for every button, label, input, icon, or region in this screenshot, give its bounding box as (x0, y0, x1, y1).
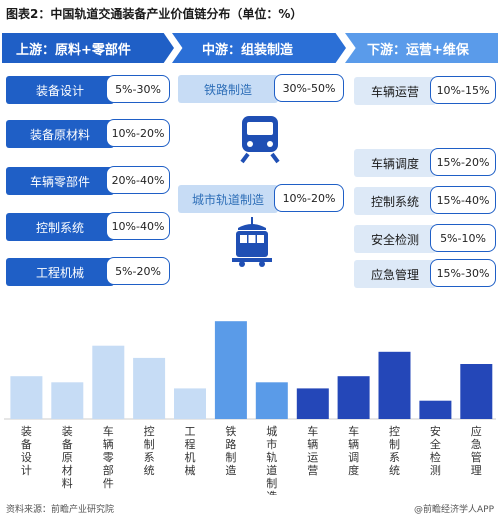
tram-icon (232, 217, 272, 267)
bar-0 (10, 376, 43, 419)
train-front-icon (240, 116, 280, 164)
item-label: 铁路制造 (178, 75, 278, 103)
tick-label-9: 控制系统 (389, 424, 400, 477)
tick-label-2: 车辆零部件 (103, 424, 114, 490)
bar-6 (255, 382, 288, 419)
item-value: 10%-40% (106, 212, 170, 240)
bar-2 (92, 345, 125, 419)
tick-label-8: 车辆调度 (348, 424, 359, 477)
item-value: 10%-15% (430, 76, 496, 104)
item-label: 应急管理 (354, 260, 436, 288)
brand-credit: @前瞻经济学人APP (413, 505, 494, 515)
tick-label-4: 工程机械 (185, 425, 196, 477)
item-value: 5%-20% (106, 257, 170, 285)
item-label: 装备原材料 (6, 120, 114, 148)
bar-7 (296, 388, 329, 419)
tick-label-7: 车辆运营 (307, 424, 318, 477)
bar-3 (133, 357, 166, 419)
item-value: 15%-40% (430, 186, 496, 214)
item-value: 15%-30% (430, 259, 496, 287)
tick-label-11: 应急管理 (471, 424, 482, 477)
bar-11 (460, 364, 493, 419)
bar-10 (419, 400, 452, 419)
item-value: 5%-10% (430, 224, 496, 252)
tick-label-6: 城市轨道制造 (266, 425, 277, 495)
item-value: 5%-30% (106, 75, 170, 103)
bar-8 (337, 376, 370, 419)
item-label: 城市轨道制造 (178, 185, 278, 213)
item-label: 工程机械 (6, 258, 114, 286)
bar-9 (378, 351, 411, 419)
stage-upstream: 上游：原料+零部件 (2, 33, 174, 63)
item-value: 30%-50% (274, 74, 344, 102)
item-value: 10%-20% (106, 119, 170, 147)
item-label: 安全检测 (354, 225, 436, 253)
tick-label-0: 装备设计 (21, 425, 32, 477)
item-value: 10%-20% (274, 184, 344, 212)
bar-4 (174, 388, 206, 419)
tick-label-10: 安全检测 (430, 424, 441, 477)
stage-midstream: 中游：组装制造 (172, 33, 346, 63)
item-label: 车辆运营 (354, 77, 436, 105)
item-value: 20%-40% (106, 166, 170, 194)
source-note: 资料来源：前瞻产业研究院 (6, 505, 115, 515)
item-label: 控制系统 (354, 187, 436, 215)
item-label: 装备设计 (6, 76, 114, 104)
bar-5 (214, 321, 247, 419)
bar-chart: 装备设计 装备原材料 车辆零部件 控制系统 工程机械 铁路制造 城市轨道制造 车辆运营 车辆调度… (4, 321, 496, 495)
item-label: 控制系统 (6, 213, 114, 241)
item-value: 15%-20% (430, 148, 496, 176)
item-label: 车辆调度 (354, 149, 436, 177)
stage-downstream: 下游：运营+维保 (345, 33, 498, 63)
tick-label-5: 铁路制造 (225, 425, 236, 477)
item-label: 车辆零部件 (6, 167, 114, 195)
bar-1 (51, 382, 84, 419)
tick-label-3: 控制系统 (144, 424, 155, 477)
chart-title: 图表2：中国轨道交通装备产业价值链分布（单位：%） (6, 7, 303, 21)
tick-label-1: 装备原材料 (62, 425, 73, 490)
